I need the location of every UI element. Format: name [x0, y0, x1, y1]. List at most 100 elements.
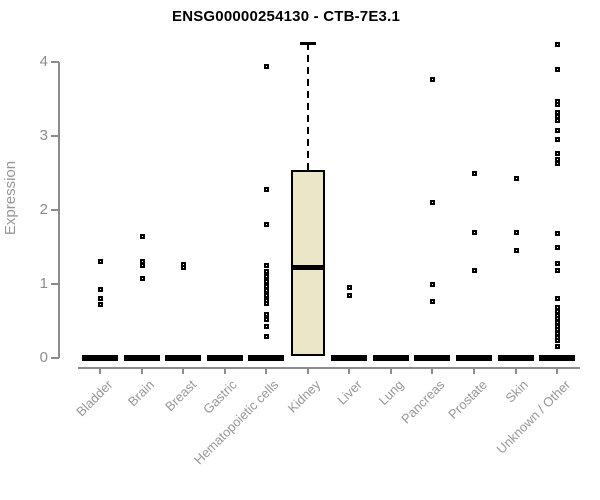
data-point — [555, 296, 561, 302]
zero-median-bar — [331, 355, 368, 362]
x-axis-tick — [265, 368, 268, 374]
data-point — [555, 66, 561, 72]
data-point — [513, 229, 519, 235]
data-point — [555, 245, 561, 251]
data-point — [264, 221, 270, 227]
data-point — [264, 300, 270, 306]
y-axis-tick-label: 4 — [39, 53, 48, 71]
data-point — [139, 234, 145, 240]
x-axis-tick-label: Lung — [375, 377, 407, 409]
x-axis-tick — [431, 368, 434, 374]
zero-median-bar — [414, 355, 451, 362]
chart-title: ENSG00000254130 - CTB-7E3.1 — [171, 8, 401, 25]
data-point — [139, 276, 145, 282]
zero-median-bar — [82, 355, 118, 362]
zero-median-bar — [206, 355, 243, 362]
x-axis-tick — [389, 368, 392, 374]
data-point — [555, 231, 561, 237]
data-point — [264, 317, 270, 323]
data-point — [264, 334, 270, 340]
data-point — [430, 281, 436, 287]
x-axis-tick — [514, 368, 517, 374]
data-point — [264, 292, 270, 298]
data-point — [555, 260, 561, 266]
x-axis-tick — [223, 368, 226, 374]
x-axis-tick — [348, 368, 351, 374]
y-axis-tick — [51, 61, 59, 64]
x-axis-tick — [182, 368, 185, 374]
x-axis-tick — [99, 368, 101, 374]
y-axis-tick-label: 0 — [39, 349, 48, 367]
data-point — [264, 288, 270, 294]
y-axis-tick — [51, 135, 59, 138]
data-point — [513, 176, 519, 182]
whisker-line — [306, 43, 309, 170]
zero-median-bar — [123, 355, 160, 362]
x-axis-tick — [556, 368, 559, 374]
y-axis — [58, 62, 60, 359]
data-point — [264, 311, 270, 317]
data-point — [555, 337, 561, 343]
data-point — [264, 64, 270, 69]
data-point — [513, 247, 519, 253]
data-point — [181, 265, 187, 271]
data-point — [98, 258, 103, 264]
data-point — [555, 128, 561, 134]
data-point — [139, 258, 145, 264]
data-point — [555, 160, 561, 166]
zero-median-bar — [539, 355, 576, 362]
x-axis-tick-label: Gastric — [200, 377, 241, 417]
y-axis-tick-label: 1 — [39, 275, 48, 293]
zero-median-bar — [455, 355, 492, 362]
data-point — [555, 101, 561, 107]
x-axis-tick-label: Unknown / Other — [493, 377, 573, 457]
data-point — [555, 136, 561, 142]
data-point — [139, 263, 145, 269]
data-point — [98, 286, 103, 292]
x-axis-tick-label: Prostate — [444, 377, 490, 422]
data-point — [264, 274, 270, 280]
data-point — [430, 200, 436, 206]
y-axis-tick-label: 2 — [39, 201, 48, 219]
y-axis-tick — [51, 209, 59, 212]
data-point — [264, 186, 270, 192]
x-axis-tick-label: Liver — [334, 377, 365, 408]
box-kidney — [290, 169, 325, 357]
zero-median-bar — [248, 355, 285, 362]
y-axis-tick — [51, 357, 59, 360]
x-axis-tick — [140, 368, 143, 374]
data-point — [264, 263, 270, 269]
data-point — [471, 229, 477, 235]
data-point — [555, 113, 561, 119]
data-point — [555, 118, 561, 124]
data-point — [555, 268, 561, 274]
data-point — [555, 41, 561, 47]
data-point — [264, 279, 270, 285]
zero-median-bar — [372, 355, 409, 362]
whisker-cap — [299, 42, 316, 46]
y-axis-tick — [51, 283, 59, 286]
data-point — [430, 298, 436, 304]
x-axis-tick-label: Breast — [161, 377, 199, 415]
data-point — [264, 323, 270, 329]
x-axis-tick-label: Bladder — [73, 377, 116, 420]
data-point — [347, 284, 353, 290]
data-point — [264, 283, 270, 289]
data-point — [555, 344, 561, 350]
x-axis-tick — [472, 368, 475, 374]
zero-median-bar — [497, 355, 534, 362]
zero-median-bar — [165, 355, 202, 362]
data-point — [555, 156, 561, 162]
median-line — [292, 265, 323, 271]
y-axis-tick-label: 3 — [39, 127, 48, 145]
x-axis-tick-label: Pancreas — [398, 377, 449, 427]
data-point — [98, 296, 103, 302]
x-axis-tick — [306, 368, 309, 374]
data-point — [430, 77, 436, 83]
x-axis-tick-label: Brain — [125, 377, 158, 410]
data-point — [471, 267, 477, 273]
data-point — [471, 171, 477, 177]
data-point — [98, 301, 103, 307]
x-axis — [78, 367, 580, 369]
